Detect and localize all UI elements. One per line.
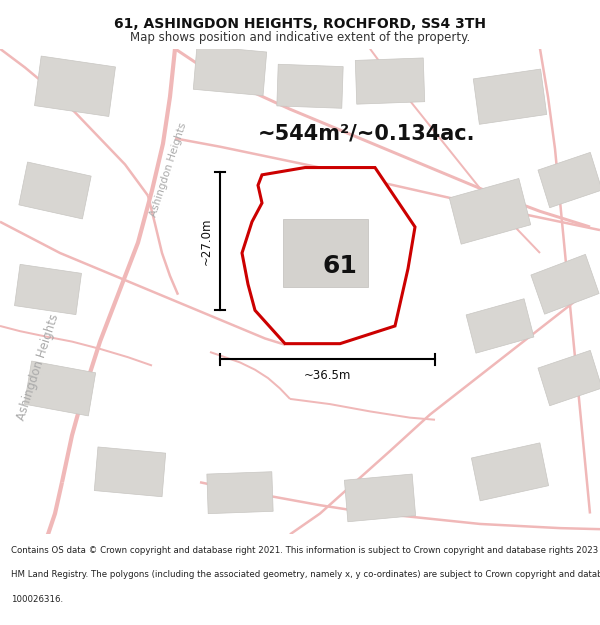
Text: Contains OS data © Crown copyright and database right 2021. This information is : Contains OS data © Crown copyright and d… <box>11 546 600 556</box>
Text: 61: 61 <box>323 254 358 278</box>
Text: ~27.0m: ~27.0m <box>199 217 212 265</box>
Polygon shape <box>531 254 599 314</box>
Polygon shape <box>94 447 166 497</box>
Text: Map shows position and indicative extent of the property.: Map shows position and indicative extent… <box>130 31 470 44</box>
Polygon shape <box>193 46 266 96</box>
Polygon shape <box>283 219 367 287</box>
Polygon shape <box>25 361 95 416</box>
Polygon shape <box>355 58 425 104</box>
Text: ~544m²/~0.134ac.: ~544m²/~0.134ac. <box>258 123 476 143</box>
Polygon shape <box>466 299 534 353</box>
Polygon shape <box>242 168 415 344</box>
Polygon shape <box>538 152 600 208</box>
Text: 61, ASHINGDON HEIGHTS, ROCHFORD, SS4 3TH: 61, ASHINGDON HEIGHTS, ROCHFORD, SS4 3TH <box>114 17 486 31</box>
Text: ~36.5m: ~36.5m <box>304 369 351 382</box>
Polygon shape <box>19 162 91 219</box>
Polygon shape <box>207 472 273 514</box>
Polygon shape <box>538 351 600 406</box>
Polygon shape <box>473 69 547 124</box>
Text: Ashingdon Heights: Ashingdon Heights <box>148 121 188 218</box>
Polygon shape <box>449 179 531 244</box>
Text: 100026316.: 100026316. <box>11 594 63 604</box>
Text: HM Land Registry. The polygons (including the associated geometry, namely x, y c: HM Land Registry. The polygons (includin… <box>11 571 600 579</box>
Polygon shape <box>35 56 115 116</box>
Text: Ashingdon Heights: Ashingdon Heights <box>14 312 61 422</box>
Polygon shape <box>472 443 548 501</box>
Polygon shape <box>277 64 343 108</box>
Polygon shape <box>344 474 416 522</box>
Polygon shape <box>14 264 82 314</box>
